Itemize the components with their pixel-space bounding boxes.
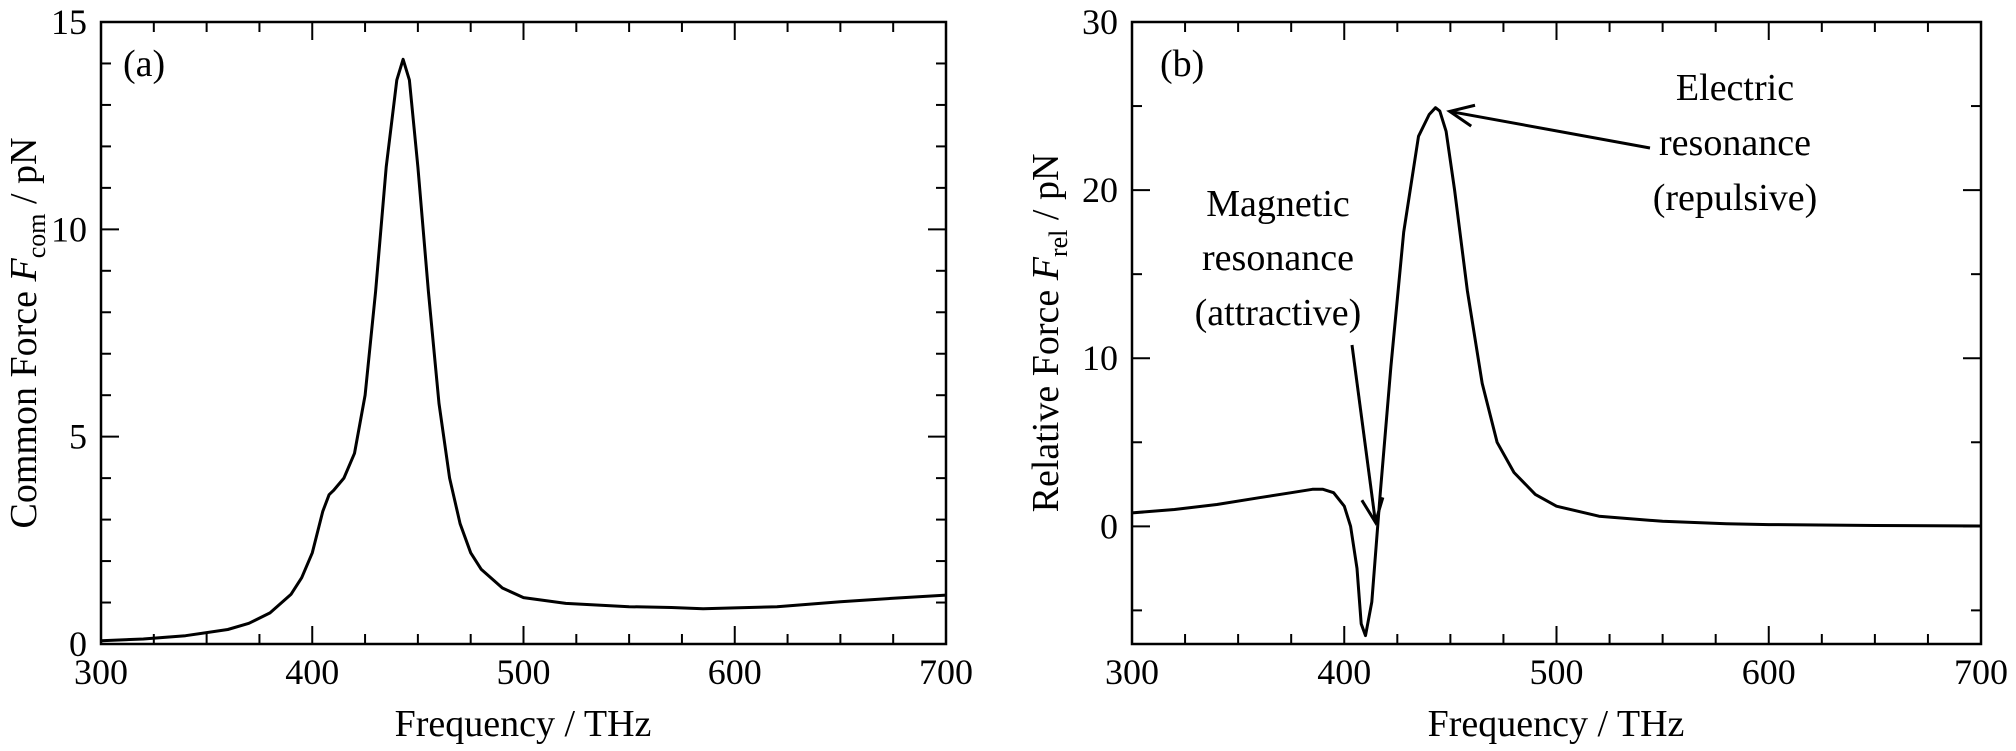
y-axis-label-b: Relative Force Frel / pN <box>1025 154 1073 513</box>
x-tick-label: 500 <box>1530 652 1584 692</box>
y-tick-label: 20 <box>1082 170 1118 210</box>
panel-b-relative-force: 300 400 500 600 700 0 10 20 30 (b) Frequency / T… <box>1025 2 2008 745</box>
x-tick-label: 300 <box>1105 652 1159 692</box>
annotation-electric-arrow <box>1446 103 1651 150</box>
annotation-electric-line-2: resonance <box>1659 122 1811 164</box>
ticks-b <box>1131 21 1982 644</box>
tick-labels-a: 300 400 500 600 700 0 5 10 15 <box>51 2 973 692</box>
y-axis-label-a-suffix: / pN <box>3 138 45 214</box>
series-line-common-force <box>100 57 947 643</box>
annotation-magnetic-line-1: Magnetic <box>1206 183 1350 225</box>
y-axis-label-a-subscript: com <box>22 214 51 259</box>
y-tick-label: 15 <box>51 2 87 42</box>
y-tick-label: 5 <box>69 417 87 457</box>
y-tick-label: 0 <box>69 624 87 664</box>
y-axis-label-b-suffix: / pN <box>1025 154 1067 230</box>
x-axis-label-b: Frequency / THz <box>1428 703 1685 745</box>
x-tick-label: 500 <box>497 652 551 692</box>
y-axis-label-a: Common Force Fcom / pN <box>3 138 51 529</box>
y-tick-label: 30 <box>1082 2 1118 42</box>
plot-frame-a <box>99 20 948 646</box>
y-axis-label-a-prefix: Common Force <box>3 282 45 529</box>
y-axis-label-b-symbol: F <box>1025 256 1067 281</box>
x-tick-label: 600 <box>708 652 762 692</box>
x-tick-label: 400 <box>1317 652 1371 692</box>
annotation-electric-line-1: Electric <box>1676 67 1794 109</box>
series-line-relative-force <box>1131 106 1982 638</box>
annotation-magnetic-resonance: Magnetic resonance (attractive) <box>1195 183 1385 526</box>
panel-label-a: (a) <box>123 43 165 85</box>
annotation-magnetic-line-2: resonance <box>1202 237 1354 279</box>
x-axis-label-a: Frequency / THz <box>395 703 652 745</box>
arrow-head <box>1360 496 1385 526</box>
arrow-shaft <box>1350 344 1377 523</box>
x-tick-label: 700 <box>1954 652 2008 692</box>
y-tick-label: 10 <box>1082 338 1118 378</box>
panel-label-b: (b) <box>1160 43 1204 85</box>
y-tick-label: 0 <box>1100 506 1118 546</box>
panel-a-common-force: 300 400 500 600 700 0 5 10 15 (a) Frequency / TH… <box>3 2 973 745</box>
x-tick-label: 600 <box>1742 652 1796 692</box>
annotation-magnetic-line-3: (attractive) <box>1195 292 1362 334</box>
x-tick-label: 400 <box>285 652 339 692</box>
tick-labels-b: 300 400 500 600 700 0 10 20 30 <box>1082 2 2008 692</box>
annotation-magnetic-arrow <box>1350 344 1385 526</box>
arrow-head <box>1446 103 1476 128</box>
arrow-shaft <box>1449 109 1651 150</box>
annotation-electric-line-3: (repulsive) <box>1653 177 1818 219</box>
y-axis-label-b-subscript: rel <box>1044 230 1073 257</box>
y-axis-label-b-prefix: Relative Force <box>1025 280 1067 512</box>
ticks-a <box>100 21 947 645</box>
x-tick-label: 700 <box>919 652 973 692</box>
y-axis-label-a-symbol: F <box>3 258 45 283</box>
x-tick-label: 300 <box>74 652 128 692</box>
annotation-electric-resonance: Electric resonance (repulsive) <box>1446 67 1818 219</box>
y-tick-label: 10 <box>51 209 87 249</box>
